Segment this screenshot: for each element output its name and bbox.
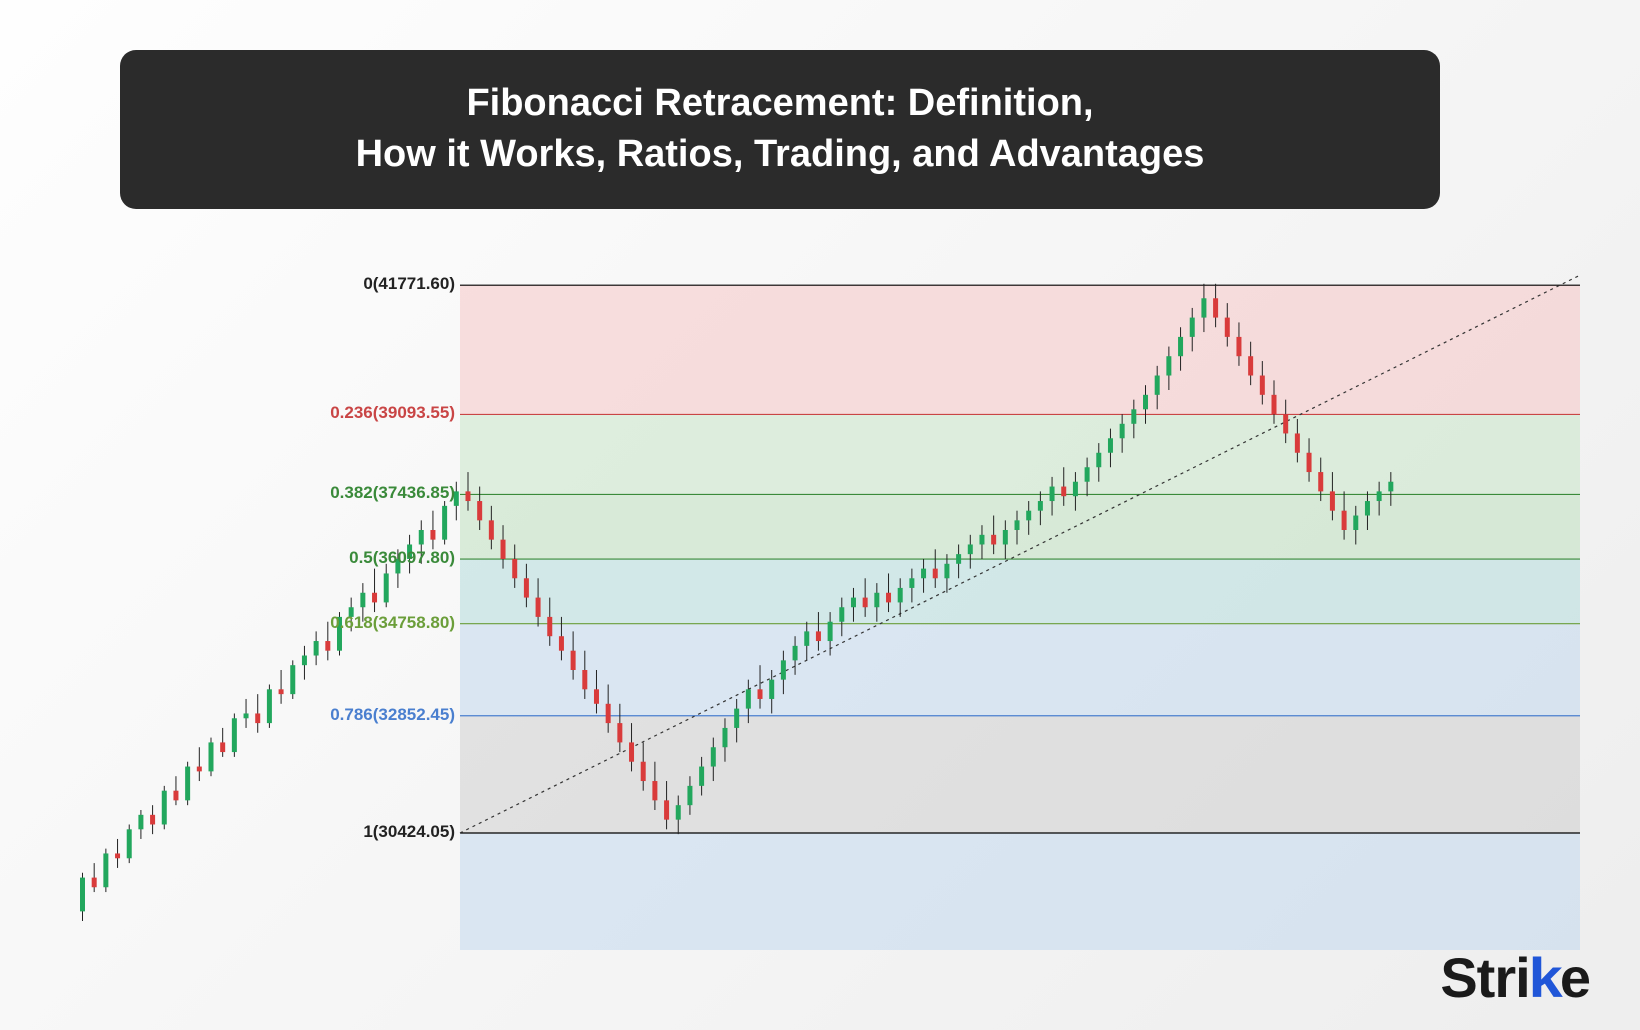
chart-svg [60,250,1580,950]
fib-level-0: 0(41771.60) [290,274,455,294]
fib-level-0.236: 0.236(39093.55) [290,403,455,423]
fib-level-0.382: 0.382(37436.85) [290,483,455,503]
title-banner: Fibonacci Retracement: Definition, How i… [120,50,1440,209]
fib-level-1: 1(30424.05) [290,822,455,842]
title-line2: How it Works, Ratios, Trading, and Advan… [356,133,1205,175]
logo-text2: e [1560,946,1590,1009]
fib-level-0.786: 0.786(32852.45) [290,705,455,725]
strike-logo: Strike [1440,945,1590,1010]
logo-accent: k [1528,945,1561,1010]
fib-level-0.5: 0.5(36097.80) [290,548,455,568]
fibonacci-chart: 0(41771.60) 0.236(39093.55) 0.382(37436.85… [60,250,1580,950]
title-line1: Fibonacci Retracement: Definition, [466,82,1093,124]
fib-level-0.618: 0.618(34758.80) [290,613,455,633]
logo-text1: Stri [1440,946,1529,1009]
